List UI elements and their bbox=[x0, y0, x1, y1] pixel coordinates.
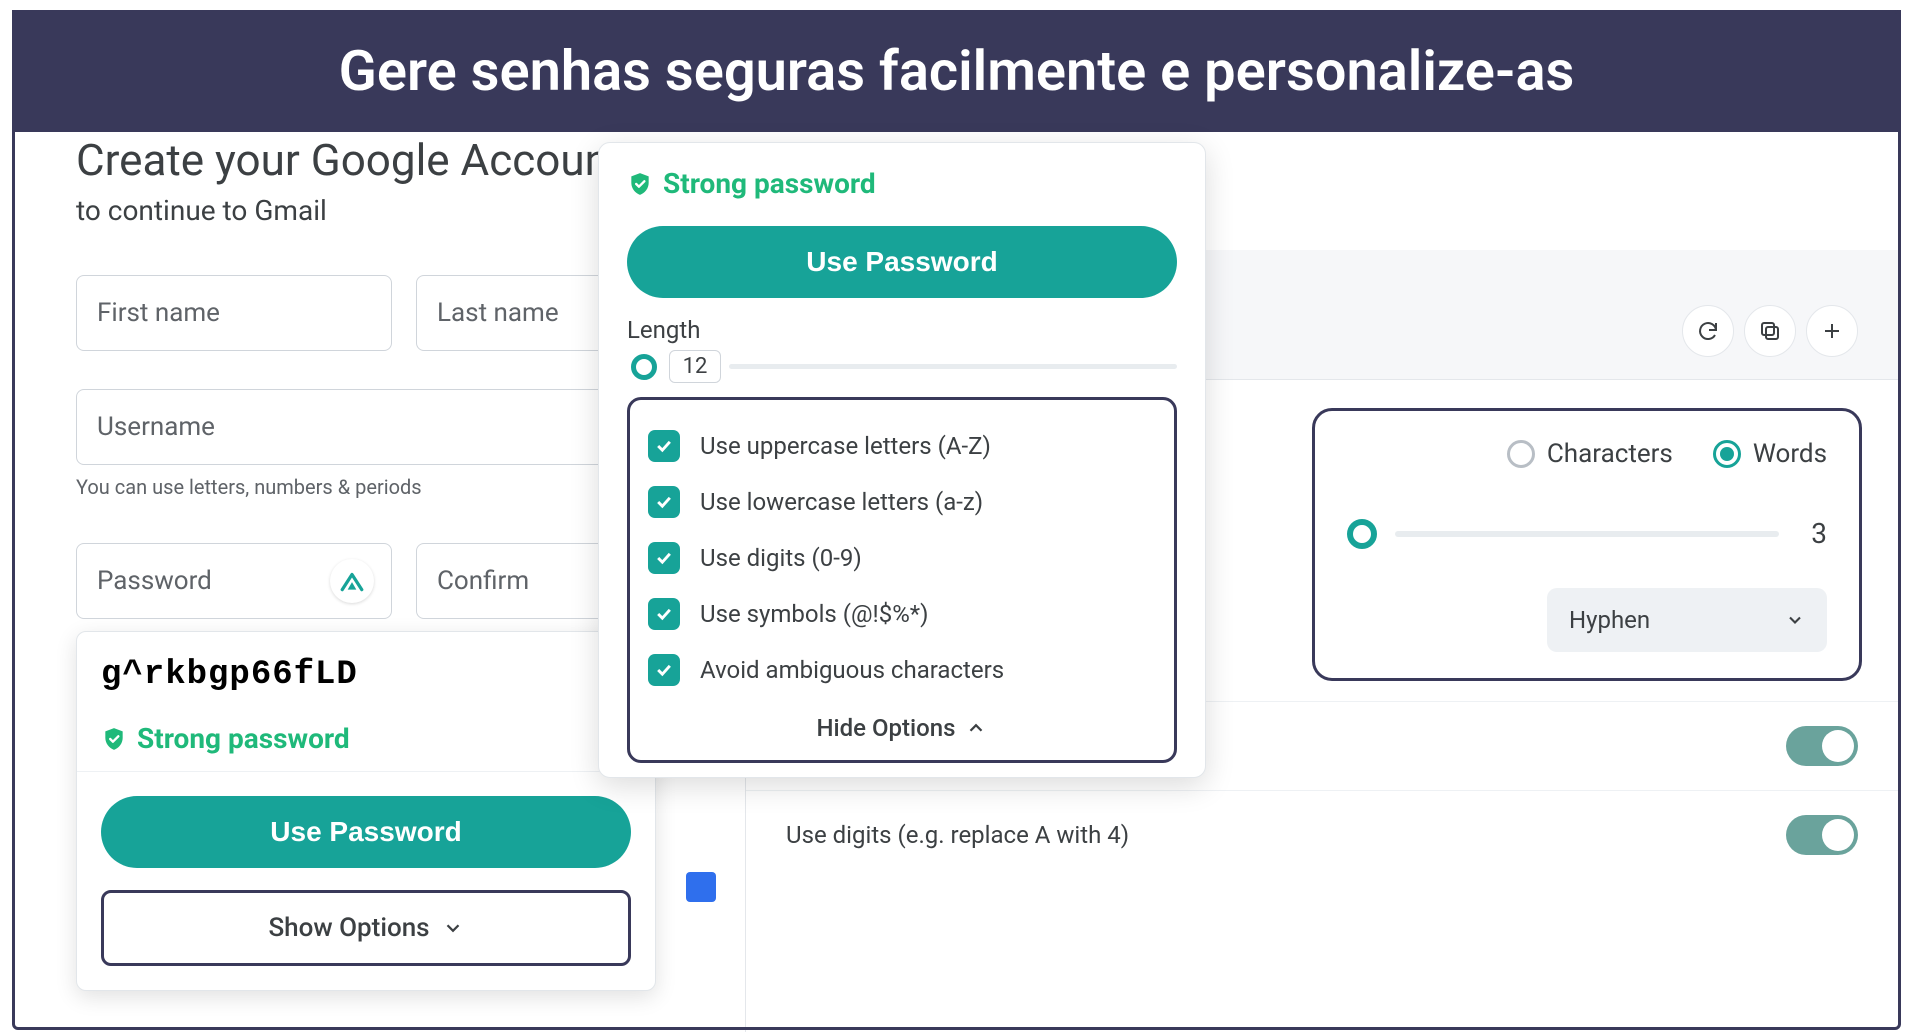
opt-label: Use lowercase letters (a-z) bbox=[700, 488, 983, 516]
separator-label: Hyphen bbox=[1569, 606, 1650, 634]
options-popup: Strong password Use Password Length 12 U… bbox=[598, 142, 1206, 778]
mode-characters-label: Characters bbox=[1547, 439, 1673, 469]
blue-square bbox=[686, 872, 716, 902]
slider-track bbox=[1395, 531, 1779, 537]
radio-on-icon bbox=[1713, 440, 1741, 468]
length-slider[interactable]: 12 bbox=[627, 350, 1177, 383]
copy-button[interactable] bbox=[1744, 305, 1796, 357]
add-button[interactable] bbox=[1806, 305, 1858, 357]
banner: Gere senhas seguras facilmente e persona… bbox=[12, 10, 1901, 132]
opt-ambiguous[interactable]: Avoid ambiguous characters bbox=[648, 642, 1156, 698]
first-name-input[interactable]: First name bbox=[76, 275, 392, 351]
hide-options-label: Hide Options bbox=[817, 714, 956, 742]
nordpass-icon[interactable] bbox=[330, 559, 374, 603]
opt-lowercase[interactable]: Use lowercase letters (a-z) bbox=[648, 474, 1156, 530]
word-count-value: 3 bbox=[1797, 517, 1827, 550]
show-options-button[interactable]: Show Options bbox=[101, 890, 631, 966]
toggle-capitals[interactable] bbox=[1786, 726, 1858, 766]
shield-icon bbox=[101, 726, 127, 752]
chevron-down-icon bbox=[442, 917, 464, 939]
length-value[interactable]: 12 bbox=[669, 350, 721, 383]
strength-indicator: Strong password bbox=[627, 167, 1177, 220]
shield-icon bbox=[627, 171, 653, 197]
chevron-down-icon bbox=[1785, 610, 1805, 630]
use-password-button[interactable]: Use Password bbox=[627, 226, 1177, 298]
checkbox-checked-icon bbox=[648, 486, 680, 518]
mode-box: Characters Words 3 Hyphen bbox=[1312, 408, 1862, 681]
opt-label: Avoid ambiguous characters bbox=[700, 656, 1004, 684]
opt-uppercase[interactable]: Use uppercase letters (A-Z) bbox=[648, 418, 1156, 474]
options-box: Use uppercase letters (A-Z) Use lowercas… bbox=[627, 397, 1177, 763]
checkbox-checked-icon bbox=[648, 598, 680, 630]
use-password-button[interactable]: Use Password bbox=[101, 796, 631, 868]
checkbox-checked-icon bbox=[648, 542, 680, 574]
show-options-label: Show Options bbox=[268, 913, 429, 943]
opt-label: Use uppercase letters (A-Z) bbox=[700, 432, 991, 460]
mode-words[interactable]: Words bbox=[1713, 439, 1827, 469]
toggle-digits-label: Use digits (e.g. replace A with 4) bbox=[786, 821, 1129, 849]
copy-icon bbox=[1758, 319, 1782, 343]
slider-thumb[interactable] bbox=[631, 354, 657, 380]
checkbox-checked-icon bbox=[648, 654, 680, 686]
opt-label: Use digits (0-9) bbox=[700, 544, 862, 572]
toggle-digits-row: Use digits (e.g. replace A with 4) bbox=[746, 790, 1898, 879]
opt-digits[interactable]: Use digits (0-9) bbox=[648, 530, 1156, 586]
refresh-button[interactable] bbox=[1682, 305, 1734, 357]
plus-icon bbox=[1820, 319, 1844, 343]
length-label: Length bbox=[627, 316, 1177, 344]
password-popup: g^rkbgp66fLD Strong password Use Passwor… bbox=[76, 631, 656, 991]
strength-label: Strong password bbox=[663, 167, 876, 200]
refresh-icon bbox=[1696, 319, 1720, 343]
opt-label: Use symbols (@!$%*) bbox=[700, 600, 928, 628]
radio-off-icon bbox=[1507, 440, 1535, 468]
slider-thumb[interactable] bbox=[1347, 519, 1377, 549]
slider-track bbox=[729, 364, 1177, 369]
banner-title: Gere senhas seguras facilmente e persona… bbox=[339, 38, 1575, 104]
strength-label: Strong password bbox=[137, 722, 350, 755]
checkbox-checked-icon bbox=[648, 430, 680, 462]
opt-symbols[interactable]: Use symbols (@!$%*) bbox=[648, 586, 1156, 642]
mode-characters[interactable]: Characters bbox=[1507, 439, 1673, 469]
word-count-slider[interactable]: 3 bbox=[1347, 517, 1827, 550]
hide-options-button[interactable]: Hide Options bbox=[648, 698, 1156, 748]
mode-words-label: Words bbox=[1753, 439, 1827, 469]
chevron-up-icon bbox=[965, 717, 987, 739]
toggle-digits[interactable] bbox=[1786, 815, 1858, 855]
generated-password: g^rkbgp66fLD bbox=[77, 650, 655, 722]
strength-indicator: Strong password bbox=[77, 722, 655, 771]
separator-dropdown[interactable]: Hyphen bbox=[1547, 588, 1827, 652]
